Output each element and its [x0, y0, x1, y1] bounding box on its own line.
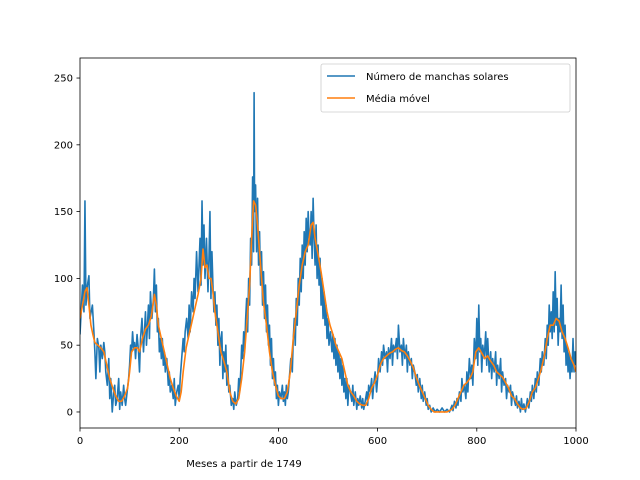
- y-tick-label: 250: [54, 74, 73, 85]
- x-tick-label: 600: [368, 436, 387, 447]
- plot-area: [80, 91, 576, 413]
- x-tick-label: 1000: [563, 436, 588, 447]
- series-line-2: [80, 200, 576, 413]
- y-tick-label: 150: [54, 207, 73, 218]
- x-axis-label: Meses a partir de 1749: [186, 459, 302, 470]
- legend-box: [320, 63, 571, 113]
- x-tick-label: 400: [269, 436, 288, 447]
- axes: 0 200 400 600 800 1000 0 50 100 150 200 250: [54, 57, 589, 447]
- x-tick-label: 200: [170, 436, 189, 447]
- y-tick-label: 100: [54, 274, 73, 285]
- y-tick-label: 200: [54, 140, 73, 151]
- x-tick-label: 800: [467, 436, 486, 447]
- y-tick-label: 50: [60, 341, 73, 352]
- legend: Número de manchas solares Média móvel: [320, 63, 571, 113]
- x-tick-label: 0: [77, 436, 83, 447]
- plot-frame: [79, 57, 577, 429]
- legend-label-1: Número de manchas solares: [366, 71, 509, 83]
- y-tick-label: 0: [67, 407, 73, 418]
- series-line-1: [80, 91, 576, 413]
- legend-label-2: Média móvel: [366, 93, 430, 105]
